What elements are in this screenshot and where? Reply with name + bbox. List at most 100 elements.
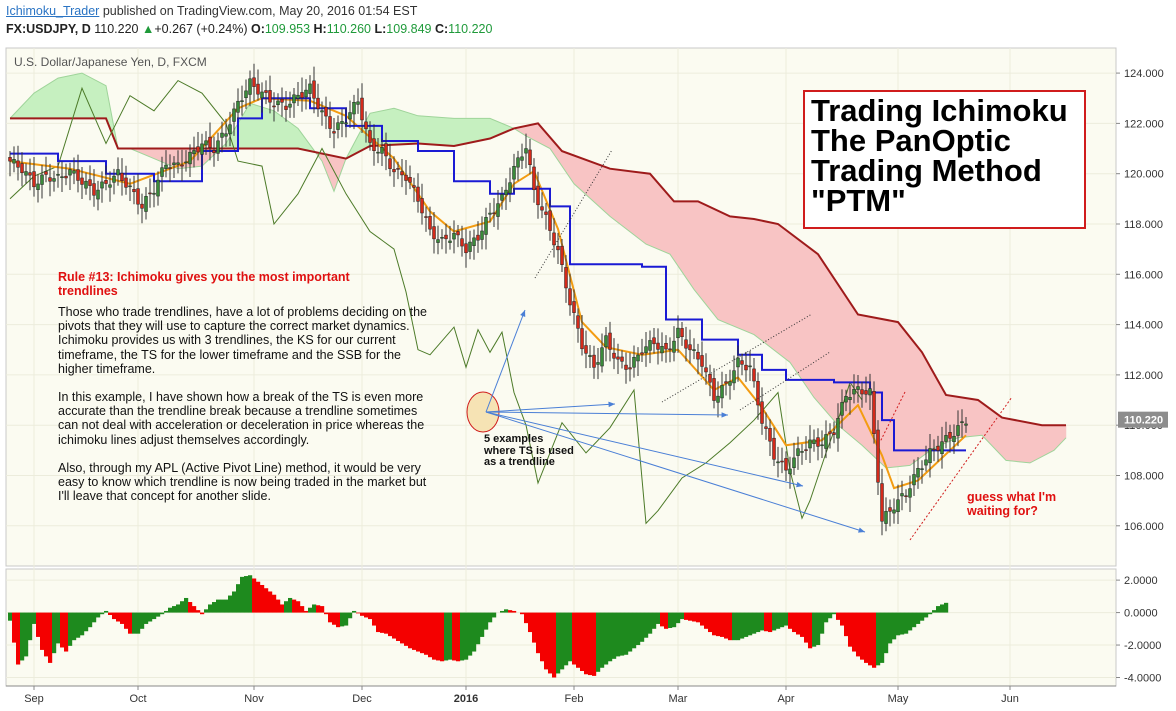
osc-bar [488, 612, 493, 623]
cloud-segment [589, 160, 595, 203]
candle-body [300, 92, 304, 98]
candle-body [80, 177, 84, 185]
candle-body [496, 203, 500, 217]
candle-body [164, 164, 168, 169]
osc-bar [208, 604, 213, 613]
open-label: O: [250, 22, 265, 36]
candle-body [904, 495, 908, 497]
osc-bar [856, 612, 861, 657]
price-change: +0.267 (+0.24%) [154, 22, 248, 36]
cloud-segment [969, 398, 975, 437]
symbol-label[interactable]: FX:USDJPY, D [6, 22, 91, 36]
osc-bar [248, 575, 253, 613]
candle-body [440, 237, 444, 239]
osc-bar [604, 612, 609, 665]
osc-bar [768, 612, 773, 633]
author-link[interactable]: Ichimoku_Trader [6, 4, 100, 18]
candle-body [932, 448, 936, 451]
cloud-segment [609, 168, 615, 221]
candle-body [284, 105, 288, 110]
candle-body [100, 181, 104, 189]
osc-bar [756, 612, 761, 633]
cloud-segment [41, 85, 47, 119]
osc-bar [424, 612, 429, 655]
osc-bar [284, 601, 289, 613]
osc-bar [72, 612, 77, 641]
oscillator-axis[interactable]: 2.0000 0.0000 -2.0000 -4.0000 [1116, 575, 1161, 685]
osc-bar [632, 612, 637, 649]
osc-bar [864, 612, 869, 663]
osc-bar [308, 607, 313, 613]
osc-bar [720, 612, 725, 637]
cloud-segment [453, 118, 459, 147]
osc-bar [36, 612, 41, 637]
candle-body [480, 230, 484, 240]
cloud-segment [1021, 421, 1027, 463]
rule-paragraph-3: Also, through my APL (Active Pivot Line)… [58, 460, 427, 504]
candle-body [276, 100, 280, 106]
candle-body [520, 156, 524, 161]
candle-body [312, 80, 316, 99]
candle-body [780, 460, 784, 463]
osc-bar [168, 607, 173, 613]
price-axis[interactable]: 124.000 122.000 120.000 118.000 116.000 114.0… [1116, 68, 1168, 533]
candle-body [948, 432, 952, 439]
candle-body [708, 373, 712, 383]
candle-body [888, 507, 892, 512]
candle-body [764, 426, 768, 429]
cloud-segment [97, 81, 103, 119]
cloud-segment [753, 218, 759, 339]
candle-body [428, 216, 432, 230]
candle-body [132, 189, 136, 193]
osc-bar [444, 612, 449, 661]
candle-body [136, 188, 140, 205]
candlesticks [8, 63, 968, 536]
candle-body [208, 136, 212, 148]
osc-bar [192, 606, 197, 613]
cloud-segment [993, 411, 999, 453]
osc-bar [148, 612, 153, 622]
osc-bar [808, 612, 813, 649]
osc-bar [928, 612, 933, 615]
cloud-segment [433, 116, 439, 146]
time-axis[interactable]: Sep Oct Nov Dec 2016 Feb Mar Apr May Jun [6, 685, 1116, 705]
cloud-segment [613, 168, 619, 224]
candle-body [804, 449, 808, 451]
candle-body [152, 192, 156, 195]
oscillator-histogram [8, 575, 949, 678]
cloud-segment [817, 253, 823, 408]
candle-body [852, 389, 856, 395]
osc-bar [364, 612, 369, 618]
osc-bar [212, 602, 217, 613]
osc-bar [20, 612, 25, 661]
osc-bar [572, 612, 577, 665]
osc-bar [332, 612, 337, 625]
cloud-segment [989, 408, 995, 449]
candle-body [548, 210, 552, 231]
osc-bar [816, 612, 821, 646]
osc-bar [568, 612, 573, 662]
price-tick-label: 120.000 [1124, 169, 1164, 181]
candle-body [452, 232, 456, 240]
candle-body [20, 163, 24, 173]
osc-bar [908, 612, 913, 631]
candle-body [304, 89, 308, 98]
osc-bar [152, 612, 157, 620]
osc-bar [140, 612, 145, 629]
candle-body [268, 90, 272, 103]
cloud-segment [161, 148, 167, 165]
senkou-b-line [10, 117, 1066, 427]
osc-bar [100, 612, 105, 615]
candle-body [232, 108, 236, 122]
cloud-segment [937, 379, 943, 447]
candle-body [824, 434, 828, 449]
candle-body [916, 468, 920, 478]
candle-body [176, 162, 180, 165]
candle-body [624, 364, 628, 370]
candle-body [352, 102, 356, 115]
candle-body [292, 94, 296, 104]
candle-body [964, 423, 968, 426]
cloud-segment [33, 90, 39, 119]
price-tick-label: 108.000 [1124, 470, 1164, 482]
candle-body [416, 186, 420, 202]
